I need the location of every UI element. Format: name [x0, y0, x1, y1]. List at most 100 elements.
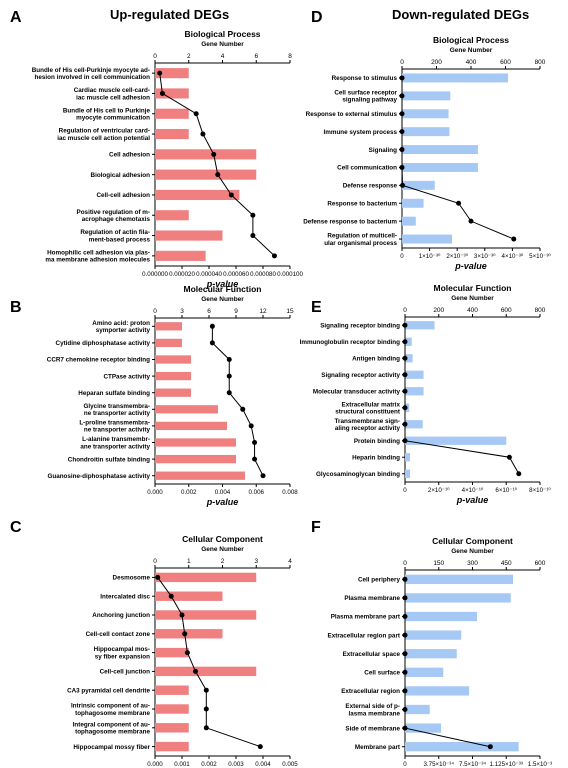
- p-value-point: [226, 357, 232, 362]
- category-label: Defense response: [343, 183, 398, 190]
- category-label: Plasma membrane part: [331, 614, 401, 621]
- category-label-line: Intercalated disc: [100, 593, 150, 600]
- category-label-line: Plasma membrane: [344, 595, 400, 602]
- bar: [155, 647, 189, 658]
- gene-number-tick-label: 0: [400, 59, 404, 66]
- bar: [155, 250, 206, 261]
- p-value-point: [402, 725, 408, 731]
- bar: [402, 109, 449, 119]
- bar: [155, 723, 189, 733]
- category-label-line: acrophage chemotaxis: [82, 216, 151, 223]
- category-label: Cell periphery: [358, 577, 400, 584]
- gene-number-tick-label: 1: [187, 558, 191, 565]
- bar: [402, 127, 450, 137]
- category-label: Bundle of His cell-Purkinje myocyte ad-h…: [32, 67, 150, 81]
- category-label-line: Glycine transmembra-: [84, 403, 151, 410]
- p-value-point: [402, 669, 408, 675]
- category-label: Cell surface receptor signaling pathway: [334, 89, 397, 103]
- p-value-point: [203, 706, 209, 712]
- category-label-line: Positive regulation of m-: [77, 209, 150, 216]
- p-value-axis-title: p-value: [456, 495, 489, 505]
- gene-number-axis-title: Gene Number: [201, 41, 244, 48]
- p-value-point: [402, 707, 408, 712]
- bar: [405, 469, 411, 478]
- category-label-line: Hippocampal mos-: [94, 646, 150, 653]
- p-value-tick-label: 0.004: [215, 489, 231, 496]
- category-label-line: Response to stimulus: [332, 75, 398, 82]
- category-label: Cytidine diphosphatase activity: [56, 340, 151, 347]
- category-label: Intercalated disc: [100, 593, 150, 600]
- bar: [402, 73, 509, 83]
- p-value-point: [193, 111, 199, 117]
- gene-number-tick-label: 0: [403, 560, 407, 567]
- gene-number-tick-label: 200: [433, 307, 444, 314]
- category-label: Cell-cell adhesion: [96, 192, 150, 199]
- category-label: Plasma membrane: [344, 595, 400, 602]
- p-value-line: [211, 326, 264, 476]
- bar: [155, 355, 191, 364]
- bar: [402, 234, 453, 244]
- category-label: Extracellular matrix structural constitue…: [335, 401, 401, 415]
- p-value-point: [506, 454, 512, 460]
- bar: [155, 189, 240, 201]
- p-value-point: [250, 233, 256, 239]
- panel-letter: A: [10, 9, 22, 26]
- p-value-line: [157, 577, 261, 748]
- category-label: Response to bacterium: [327, 200, 397, 207]
- category-label: Immune system process: [324, 129, 398, 136]
- category-label-line: iac muscle cell adhesion: [76, 94, 150, 101]
- p-value-tick-label: 0.005: [282, 761, 298, 768]
- panel-a: A Biological Process Gene Number 0 2 4 6 8 0.000…: [10, 9, 303, 289]
- p-value-tick-label: 8×10⁻¹⁰: [529, 487, 551, 494]
- bar: [155, 704, 189, 714]
- bar: [155, 471, 245, 480]
- bar: [155, 685, 189, 695]
- category-label: Glycine transmembra-ne transporter activ…: [84, 403, 151, 417]
- category-label: Transmembrane sign-aling receptor activi…: [335, 418, 401, 432]
- panel-d: D Biological Process Gene Number 0 200 400 600…: [303, 9, 551, 271]
- category-label-line: Protein binding: [354, 438, 400, 445]
- bar: [155, 629, 223, 639]
- category-label: Cell communication: [337, 165, 397, 172]
- panel-title: Cellular Component: [432, 536, 513, 546]
- bar: [402, 162, 478, 172]
- gene-number-tick-label: 2: [221, 558, 225, 565]
- panel-letter: F: [311, 519, 321, 536]
- category-label-line: Regulation of multicell-: [327, 233, 397, 240]
- category-label-line: Regulation of actin fila-: [80, 229, 150, 236]
- category-label-line: Biological adhesion: [91, 172, 151, 179]
- category-label-line: Extracellular region part: [328, 632, 401, 639]
- category-label: Extracellular space: [343, 651, 401, 658]
- bar: [155, 405, 218, 414]
- p-value-axis-title: p-value: [206, 279, 239, 289]
- gene-number-axis-title: Gene Number: [201, 296, 244, 303]
- p-value-point: [402, 372, 408, 378]
- category-label-line: Side of membrane: [345, 725, 400, 732]
- panel-e: E Molecular Function Gene Number 0 200 400 600…: [300, 283, 552, 505]
- category-label-line: Glycosaminoglycan binding: [316, 471, 400, 478]
- category-label-line: Signaling receptor activity: [321, 372, 400, 379]
- panel-letter: B: [10, 299, 22, 316]
- bar: [405, 704, 430, 715]
- p-value-point: [184, 650, 190, 656]
- category-label-line: ane transporter activity: [80, 443, 150, 450]
- panel-title: Molecular Function: [184, 284, 262, 294]
- category-label-line: ment-based process: [89, 236, 151, 243]
- bar: [405, 436, 507, 445]
- p-value-tick-label: 0: [403, 487, 407, 494]
- bar: [402, 216, 416, 226]
- bar: [405, 453, 411, 462]
- category-label-line: ma membrane adhesion molecules: [45, 257, 150, 264]
- p-value-point: [215, 172, 221, 178]
- p-value-point: [399, 75, 405, 81]
- bar: [405, 370, 424, 379]
- panel-f: F Cellular Component Gene Number 0 150 300 450…: [311, 519, 552, 768]
- category-label-line: Bundle of His cell-Purkinje myocyte ad-: [32, 67, 150, 74]
- p-value-point: [155, 574, 161, 580]
- p-value-point: [456, 200, 462, 206]
- p-value-line: [159, 73, 275, 257]
- p-value-point: [203, 725, 209, 731]
- panel-title: Molecular Function: [434, 283, 512, 293]
- p-value-tick-label: 1.5×10⁻³: [528, 761, 552, 768]
